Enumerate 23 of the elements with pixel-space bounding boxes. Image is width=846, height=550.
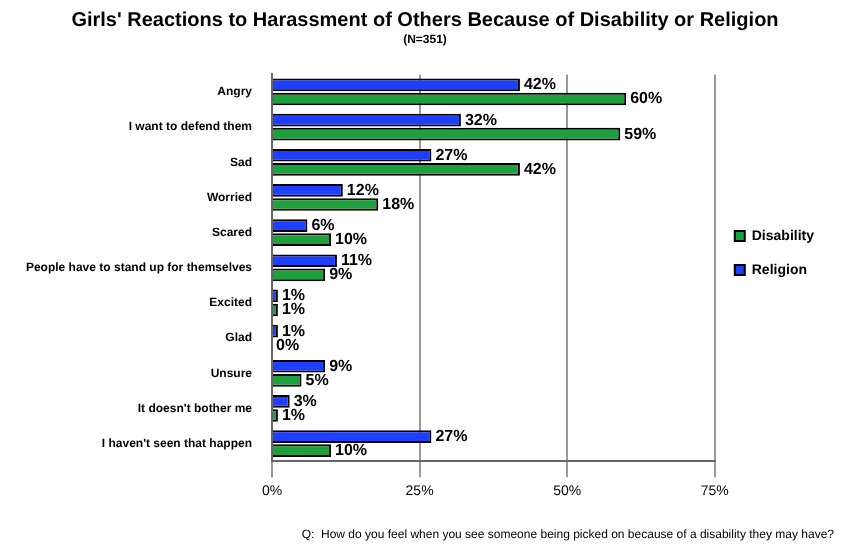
data-label: 1% xyxy=(281,286,306,305)
data-label: 0% xyxy=(276,335,300,354)
data-label: 12% xyxy=(346,180,379,199)
data-label: 6% xyxy=(311,216,335,235)
data-label: 9% xyxy=(329,265,353,284)
data-label: 10% xyxy=(335,441,368,460)
data-label: 42% xyxy=(523,159,556,178)
data-label: 27% xyxy=(435,426,468,445)
data-label: 9% xyxy=(329,356,353,375)
data-label: 32% xyxy=(464,110,497,129)
data-label: 5% xyxy=(305,370,329,389)
data-label: 11% xyxy=(340,251,373,270)
chart-title: Girls' Reactions to Harassment of Others Because of Disability or Religion xyxy=(71,9,779,32)
data-label: 1% xyxy=(281,321,306,340)
data-label: 59% xyxy=(624,124,657,143)
data-label: 3% xyxy=(293,391,317,410)
data-label: 1% xyxy=(281,405,306,424)
data-label: 60% xyxy=(630,89,663,108)
data-label: 10% xyxy=(335,230,368,249)
data-label: 18% xyxy=(382,194,415,213)
data-label: 27% xyxy=(435,145,468,164)
data-label: 42% xyxy=(523,75,556,94)
data-label: 1% xyxy=(281,300,306,319)
